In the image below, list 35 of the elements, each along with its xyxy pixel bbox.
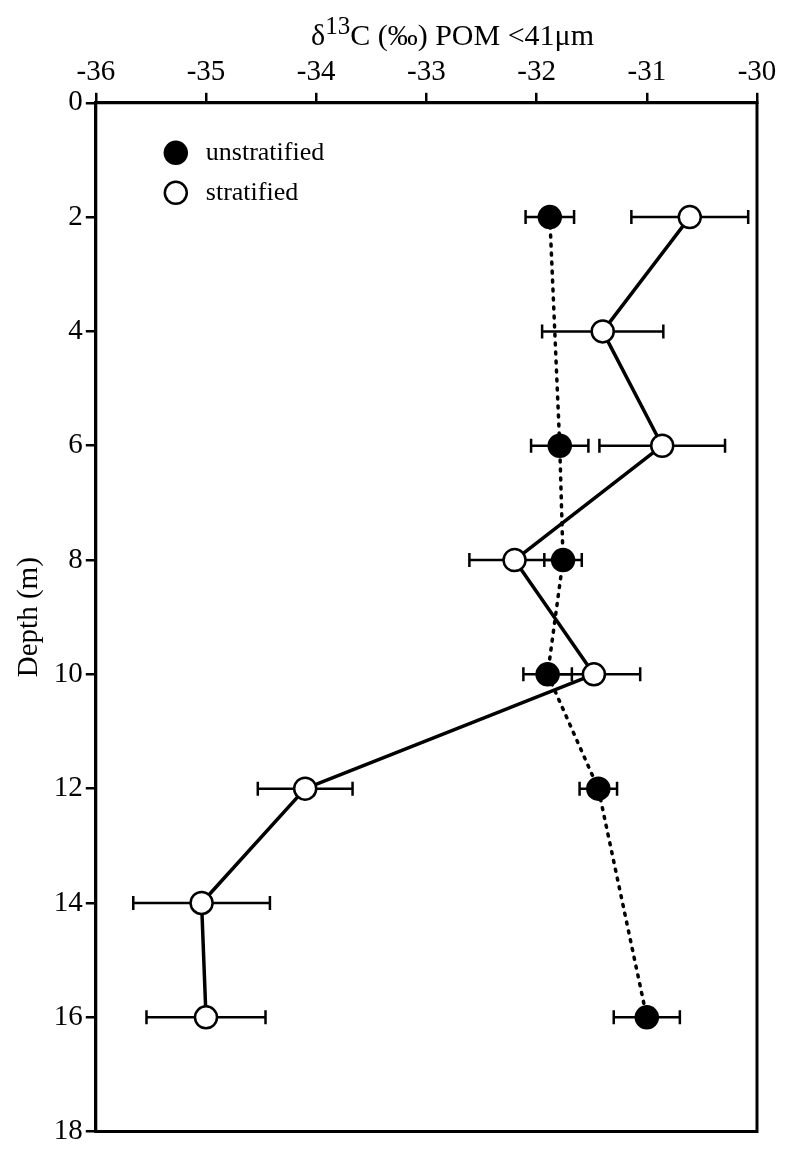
point: [649, 433, 675, 458]
y-tick-label: 18: [53, 1113, 83, 1146]
x-tick-label: -36: [76, 54, 116, 87]
point: [535, 662, 560, 687]
point: [193, 1005, 219, 1030]
legend-label: stratified: [205, 176, 299, 206]
x-tick-label: -34: [296, 54, 337, 87]
point: [550, 547, 576, 573]
point: [677, 204, 703, 230]
point: [547, 433, 572, 458]
x-tick-label: -31: [627, 54, 667, 87]
point: [634, 1005, 660, 1030]
y-tick-label: 10: [53, 655, 83, 688]
y-axis-title: Depth (m): [11, 557, 45, 678]
x-tick-label: -33: [407, 54, 446, 87]
x-axis-title: δ$^{13}$C (‰) POM <41μm: [310, 11, 595, 52]
y-tick-label: 4: [68, 313, 84, 346]
legend-label: unstratified: [205, 136, 325, 166]
y-tick-label: 2: [68, 198, 83, 231]
x-tick-label: -32: [517, 54, 556, 87]
point: [586, 776, 611, 801]
point: [537, 204, 563, 230]
y-tick-label: 8: [68, 541, 83, 574]
y-tick-label: 16: [53, 998, 83, 1031]
y-tick-label: 12: [53, 770, 83, 803]
x-tick-label: -35: [186, 54, 226, 87]
point: [590, 319, 615, 344]
y-tick-label: 0: [68, 84, 83, 117]
y-tick-label: 14: [53, 884, 84, 917]
point: [292, 776, 318, 801]
x-tick-label: -30: [737, 54, 777, 87]
y-tick-label: 6: [68, 427, 83, 460]
point: [189, 890, 214, 916]
point: [581, 662, 607, 687]
point: [502, 547, 527, 573]
